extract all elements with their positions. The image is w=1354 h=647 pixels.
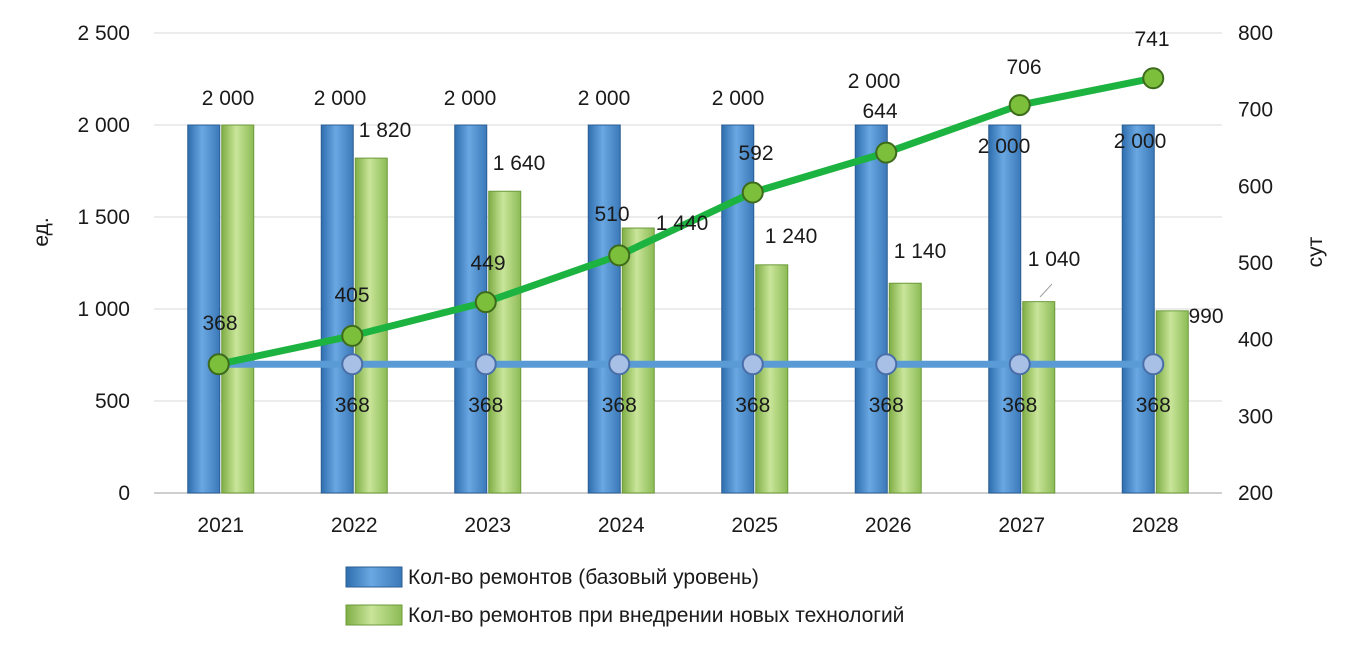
line-marker [741, 181, 764, 204]
legend-label: Кол-во ремонтов при внедрении новых техн… [408, 604, 904, 627]
x-tick-label: 2023 [464, 514, 511, 537]
data-label-new-tech-days: 405 [334, 284, 369, 307]
bar-base [320, 124, 354, 494]
data-label-new-tech: 1 140 [894, 240, 947, 263]
y-tick-label: 500 [95, 390, 130, 413]
line-marker [608, 244, 631, 267]
data-labels: 2 000 2 000 2 000 2 000 2 000 2 000 2 000 2 000… [202, 28, 1224, 417]
legend-swatch [345, 566, 403, 588]
x-tick-label: 2021 [197, 514, 244, 537]
legend-swatch [345, 604, 403, 626]
data-label-new-tech-days: 368 [202, 312, 237, 335]
data-label-new-tech-days: 449 [470, 252, 505, 275]
data-label-base: 2 000 [712, 87, 765, 110]
y-tick-label: 0 [118, 482, 130, 505]
data-label-new-tech: 1 240 [765, 225, 818, 248]
legend: Кол-во ремонтов (базовый уровень) Кол-во … [345, 566, 904, 627]
bar-new-tech [1155, 310, 1189, 494]
y-axis-title: ед. [30, 217, 53, 246]
y-tick-label: 1 500 [77, 206, 130, 229]
legend-label: Кол-во ремонтов (базовый уровень) [408, 566, 759, 589]
data-label-base-days: 368 [735, 394, 770, 417]
y2-tick-label: 700 [1238, 99, 1273, 122]
x-tick-label: 2022 [331, 514, 378, 537]
line-marker [1142, 353, 1165, 376]
data-label-base: 2 000 [578, 87, 631, 110]
x-tick-label: 2027 [998, 514, 1045, 537]
y2-tick-label: 800 [1238, 22, 1273, 45]
lines [207, 67, 1165, 376]
x-tick-label: 2028 [1132, 514, 1179, 537]
data-label-new-tech-days: 592 [738, 142, 773, 165]
y2-tick-label: 400 [1238, 329, 1273, 352]
line-marker [474, 291, 497, 314]
data-label-base-days: 368 [1002, 394, 1037, 417]
line-marker [875, 353, 898, 376]
data-label-base: 2 000 [314, 87, 367, 110]
bar-base [587, 124, 621, 494]
bar-base [1121, 124, 1155, 494]
line-marker [875, 141, 898, 164]
bar-new-tech [1022, 301, 1056, 494]
y2-tick-label: 600 [1238, 175, 1273, 198]
data-label-base-days: 368 [869, 394, 904, 417]
data-label-base-days: 368 [1136, 394, 1171, 417]
y2-tick-label: 300 [1238, 405, 1273, 428]
data-label-base: 2 000 [202, 87, 255, 110]
data-label-new-tech-days: 510 [594, 203, 629, 226]
data-label-base-days: 368 [335, 394, 370, 417]
y2-axis-title: сут [1304, 236, 1327, 267]
data-label-new-tech-days: 706 [1006, 56, 1041, 79]
line-new-tech-days [218, 74, 1154, 368]
bar-base [988, 124, 1022, 494]
y-tick-label: 2 000 [77, 114, 130, 137]
line-marker [1008, 94, 1031, 117]
bar-base [854, 124, 888, 494]
data-label-new-tech-days: 741 [1134, 28, 1169, 51]
bar-new-tech [755, 264, 789, 494]
bar-new-tech [888, 282, 922, 494]
y-tick-label: 2 500 [77, 22, 130, 45]
line-marker [1008, 353, 1031, 376]
line-marker [207, 353, 230, 376]
data-label-base: 2 000 [444, 87, 497, 110]
leader-line [1039, 283, 1053, 298]
x-tick-label: 2025 [731, 514, 778, 537]
data-label-base: 2 000 [1114, 130, 1167, 153]
data-label-base: 2 000 [978, 135, 1031, 158]
x-tick-label: 2024 [598, 514, 645, 537]
line-marker [608, 353, 631, 376]
y-tick-label: 1 000 [77, 298, 130, 321]
line-marker [341, 324, 364, 347]
data-label-new-tech: 1 440 [656, 212, 709, 235]
line-marker [741, 353, 764, 376]
x-tick-label: 2026 [865, 514, 912, 537]
bar-base [187, 124, 221, 494]
line-marker [1142, 67, 1165, 90]
bar-new-tech [488, 190, 522, 494]
line-marker [341, 353, 364, 376]
data-label-new-tech: 990 [1188, 305, 1223, 328]
data-label-new-tech: 1 040 [1028, 248, 1081, 271]
data-label-new-tech: 1 640 [493, 152, 546, 175]
line-marker [474, 353, 497, 376]
y2-tick-label: 200 [1238, 482, 1273, 505]
bar-new-tech [221, 124, 255, 494]
y2-tick-label: 500 [1238, 252, 1273, 275]
data-label-base-days: 368 [602, 394, 637, 417]
data-label-new-tech: 1 820 [359, 119, 412, 142]
bar-base [721, 124, 755, 494]
data-label-new-tech-days: 644 [862, 100, 897, 123]
bars [187, 124, 1189, 494]
data-label-base-days: 368 [468, 394, 503, 417]
data-label-base: 2 000 [848, 70, 901, 93]
